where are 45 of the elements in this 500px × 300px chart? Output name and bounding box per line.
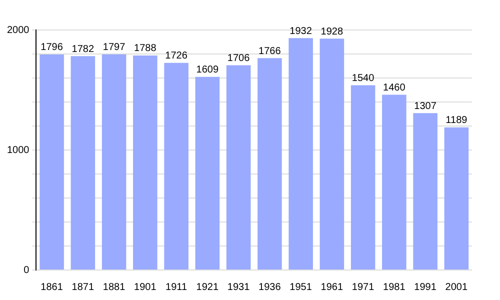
bar [226,65,251,270]
x-tick-label: 1931 [227,282,250,293]
bar [350,85,376,270]
x-tick-label: 1961 [320,282,344,293]
x-tick-label: 1981 [383,282,406,293]
data-label: 1797 [102,42,126,54]
data-label: 1706 [227,53,250,64]
bar [133,55,158,270]
data-label: 1726 [165,50,188,62]
data-label: 1932 [290,26,312,37]
data-label: 1782 [72,44,94,55]
x-tick-label: 1861 [40,282,64,293]
x-tick-label: 1881 [102,282,126,293]
data-label: 1788 [134,43,157,54]
x-tick-label: 1991 [414,282,437,293]
x-tick-label: 1921 [196,282,219,293]
data-label: 1540 [352,72,375,84]
bar [320,38,344,270]
bar [444,127,469,270]
data-label: 1766 [258,46,282,57]
bar [258,58,282,270]
x-tick-label: 1971 [352,282,375,293]
bar [195,76,220,270]
x-tick-label: 2001 [445,282,468,293]
x-tick-label: 1911 [166,282,188,293]
x-tick-label: 1901 [134,282,157,293]
y-tick-label: 0 [24,264,30,276]
bar [102,54,126,270]
y-tick-label: 1000 [6,144,30,156]
bar [40,54,64,270]
x-tick-label: 1936 [258,282,282,293]
data-label: 1796 [40,42,64,54]
data-label: 1307 [414,100,437,112]
data-label: 1928 [320,26,344,38]
data-label: 1460 [383,82,406,94]
bar [164,62,188,270]
bar [382,94,406,270]
data-label: 1189 [446,115,468,126]
x-tick-label: 1951 [290,282,312,293]
y-tick-label: 2000 [6,24,30,36]
bar [288,38,313,270]
data-label: 1609 [196,64,219,76]
bar [70,56,96,270]
x-tick-label: 1871 [72,282,94,293]
bar [413,113,438,270]
